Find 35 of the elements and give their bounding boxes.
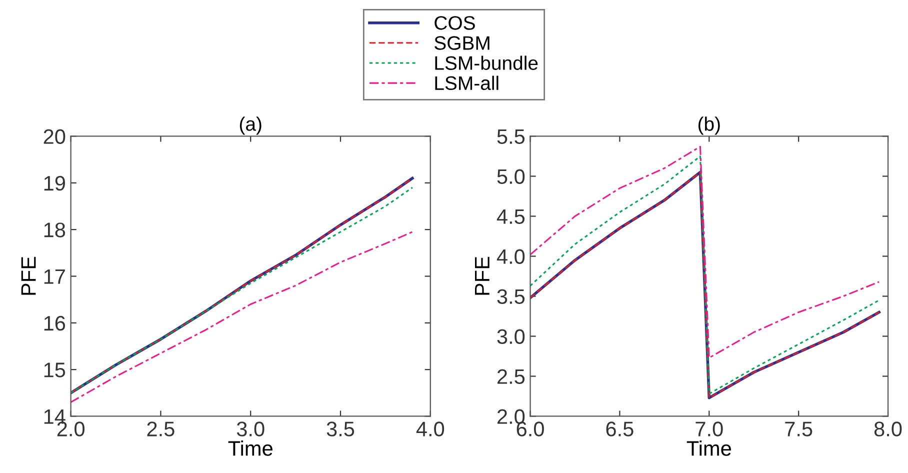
y-tick-label: 4.0 bbox=[496, 249, 525, 264]
y-tick-label: 5.5 bbox=[497, 129, 525, 144]
y-axis-title: PFE bbox=[21, 256, 36, 295]
y-axis-title: PFE bbox=[475, 256, 490, 295]
x-tick-label: 6.0 bbox=[516, 422, 544, 436]
y-tick-label: 2.5 bbox=[498, 369, 525, 384]
y-tick-label: 15 bbox=[44, 362, 66, 378]
x-tick-label: 2.0 bbox=[57, 422, 84, 436]
legend-label: LSM-all bbox=[435, 76, 498, 90]
y-tick-label: 3.0 bbox=[497, 329, 525, 344]
legend-label: SGBM bbox=[434, 36, 490, 50]
y-tick-label: 20 bbox=[44, 129, 66, 144]
x-tick-label: 7.0 bbox=[696, 422, 723, 436]
x-tick-label: 8.0 bbox=[874, 422, 902, 436]
y-tick-label: 5.0 bbox=[497, 169, 525, 184]
y-tick-label: 17 bbox=[44, 269, 65, 284]
x-axis-title: Time bbox=[228, 440, 272, 456]
y-tick-label: 4.5 bbox=[496, 209, 525, 224]
y-tick-label: 18 bbox=[44, 222, 66, 238]
x-tick-label: 2.5 bbox=[147, 422, 174, 436]
x-axis-title: Time bbox=[686, 440, 731, 456]
x-tick-label: 7.5 bbox=[785, 422, 812, 436]
y-tick-label: 3.5 bbox=[497, 289, 525, 304]
chart-title: (b) bbox=[698, 116, 720, 135]
y-tick-label: 2.0 bbox=[498, 409, 525, 424]
y-tick-label: 19 bbox=[44, 176, 65, 191]
chart-title: (a) bbox=[240, 116, 262, 135]
x-tick-label: 6.5 bbox=[606, 422, 634, 436]
x-tick-label: 4.0 bbox=[416, 422, 444, 436]
legend-label: LSM-bundle bbox=[435, 56, 538, 70]
y-tick-label: 16 bbox=[44, 316, 66, 331]
x-tick-label: 3.5 bbox=[326, 422, 354, 436]
y-tick-label: 14 bbox=[44, 409, 66, 424]
x-tick-label: 3.0 bbox=[236, 422, 264, 436]
legend-label: COS bbox=[434, 16, 475, 30]
